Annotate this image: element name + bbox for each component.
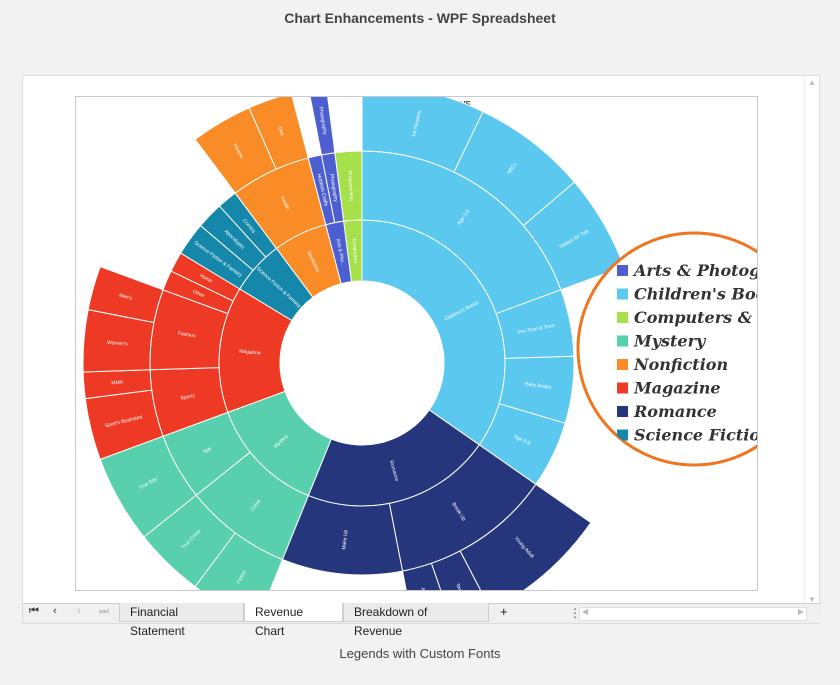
- segment-label-photography-leaf: Photography: [317, 106, 328, 135]
- segment-label-fashion: Fashion: [177, 331, 196, 340]
- vertical-scrollbar[interactable]: ▲ ▼: [804, 76, 819, 606]
- segment-label-women-s: Women's: [107, 340, 129, 348]
- legend-label-computers-internet: Computers & Internet: [634, 308, 757, 327]
- tab-breakdown-of-revenue[interactable]: Breakdown of Revenue: [343, 603, 489, 638]
- segment-label-teen: Teen: [454, 582, 464, 590]
- figure-caption: Legends with Custom Fonts: [339, 646, 501, 661]
- segment-label-audiobooks: Audiobooks: [419, 587, 432, 590]
- scroll-up-arrow-icon[interactable]: ▲: [808, 78, 816, 87]
- segment-label-arts-photography: Arts & Pho...: [335, 238, 346, 267]
- segment-label-mma: MMA: [111, 379, 124, 386]
- legend-label-mystery: Mystery: [633, 332, 707, 351]
- segment-programming[interactable]: [334, 150, 363, 222]
- segment-label-1st-readers: 1st Readers: [411, 109, 423, 137]
- scroll-left-arrow-icon[interactable]: ◀: [582, 607, 589, 616]
- segment-label-magazine: Magazine: [239, 348, 261, 356]
- horizontal-scrollbar[interactable]: ◀ ▶: [579, 607, 807, 621]
- scroll-right-arrow-icon[interactable]: ▶: [797, 607, 804, 616]
- segment-label-spy: Spy: [202, 445, 213, 455]
- segment-label-romance: Romance: [388, 460, 400, 482]
- legend-swatch-arts-photography: [617, 265, 628, 276]
- segment-label-sports: Sports: [180, 393, 196, 402]
- legend-swatch-science-fiction-f: [617, 429, 628, 441]
- segment-label-other: Other: [192, 289, 206, 300]
- segment-label-baby-books: Baby Books: [524, 381, 552, 390]
- segment-label-photography: Photography: [328, 173, 339, 202]
- page-header-title: Chart Enhancements - WPF Spreadsheet: [284, 10, 556, 26]
- legend-swatch-nonfiction: [617, 359, 628, 370]
- previous-sheet-icon[interactable]: ‹: [53, 605, 57, 617]
- tab-financial-statement[interactable]: Financial Statement: [119, 603, 244, 638]
- legend-label-nonfiction: Nonfiction: [633, 355, 728, 374]
- legend-swatch-romance: [617, 406, 628, 417]
- segment-label-computers-internet: Computers: [351, 238, 359, 263]
- segment-label-programming: Programming: [346, 171, 354, 202]
- sunburst-chart: BREAKDOWN OF REVENUE Children's BooksAge…: [82, 97, 757, 590]
- segment-label-home: Home: [199, 273, 214, 285]
- next-sheet-icon[interactable]: ›: [77, 605, 81, 617]
- legend-swatch-mystery: [617, 335, 628, 347]
- legend-label-children-s-books: Children's Books: [634, 285, 757, 304]
- last-sheet-icon[interactable]: ⏭: [99, 605, 109, 617]
- legend-swatch-computers-internet: [617, 312, 628, 323]
- chart-container[interactable]: BREAKDOWN OF REVENUE Children's BooksAge…: [75, 96, 758, 591]
- legend-label-arts-photography: Arts & Photography: [632, 261, 757, 280]
- first-sheet-icon[interactable]: ⏮: [29, 605, 39, 617]
- scroll-down-arrow-icon[interactable]: ▼: [808, 595, 816, 604]
- segment-label-men-s: Men's: [118, 293, 133, 302]
- sheet-tab-bar: ⏮ ‹ › ⏭ Financial Statement Revenue Char…: [23, 603, 821, 638]
- add-sheet-button[interactable]: +: [500, 604, 508, 619]
- legend-label-romance: Romance: [633, 402, 717, 421]
- legend-swatch-children-s-books: [617, 288, 628, 300]
- segment-label-health: Health: [279, 195, 291, 211]
- tab-revenue-chart[interactable]: Revenue Chart: [244, 603, 343, 638]
- segment-label-make-up: Make Up: [341, 529, 349, 550]
- chart-legend: Arts & Photography Children's Books Comput…: [576, 231, 757, 467]
- segment-tabbys-for-tots[interactable]: [522, 181, 625, 291]
- legend-label-science-fiction-f: Science Fiction & F: [634, 426, 757, 445]
- legend-swatch-magazine: [617, 382, 628, 394]
- spreadsheet-view: ▲ ▼ BREAKDOWN OF REVENUE Children's Book…: [22, 75, 821, 638]
- segment-label-diet: Diet: [276, 126, 285, 137]
- tab-splitter-handle[interactable]: ⋮: [569, 606, 581, 620]
- legend-label-magazine: Magazine: [633, 379, 721, 398]
